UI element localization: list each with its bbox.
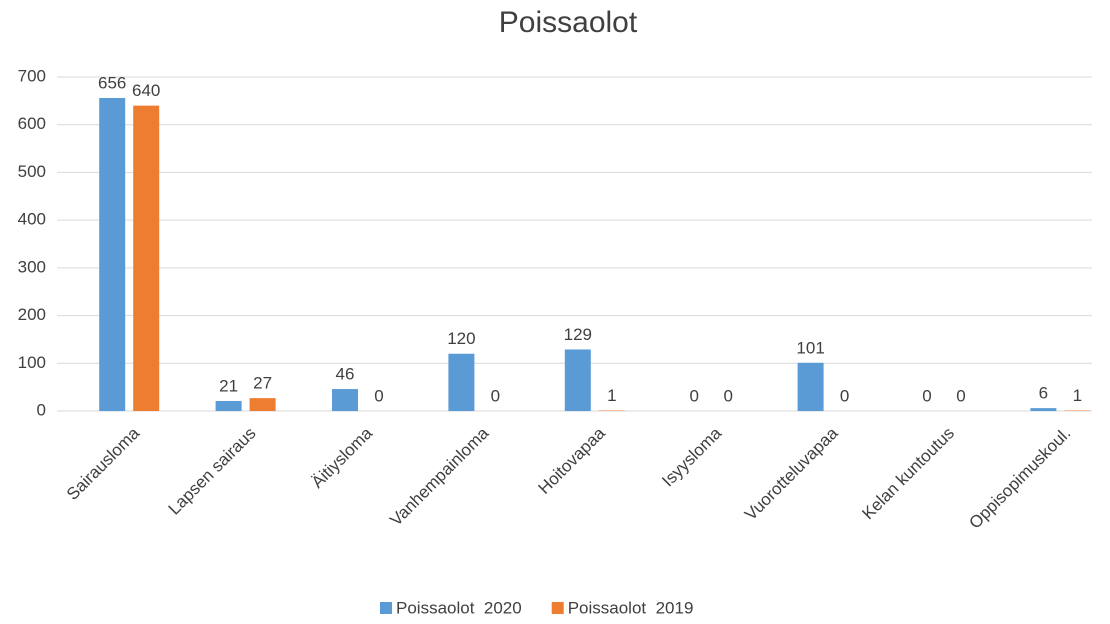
y-tick-label: 0 xyxy=(37,400,46,419)
data-label: 101 xyxy=(796,338,824,357)
x-tick-label: Oppisopimuskoul. xyxy=(965,424,1074,533)
x-tick-label: Isyysloma xyxy=(658,423,725,490)
y-tick-label: 700 xyxy=(18,66,46,85)
x-tick-label: Hoitovapaa xyxy=(535,423,610,498)
y-tick-label: 100 xyxy=(18,353,46,372)
x-tick-label: Vanhempainloma xyxy=(386,423,492,529)
x-tick-label: Äitiysloma xyxy=(308,423,377,492)
x-tick-label: Sairausloma xyxy=(63,423,144,504)
data-label: 46 xyxy=(336,365,355,384)
bar xyxy=(332,389,358,411)
data-label: 0 xyxy=(956,386,965,405)
data-label: 0 xyxy=(723,386,732,405)
y-tick-label: 300 xyxy=(18,257,46,276)
data-label: 120 xyxy=(447,329,475,348)
x-tick-label: Kelan kuntoutus xyxy=(858,424,958,524)
x-tick-label: Lapsen sairaus xyxy=(165,424,260,519)
data-label: 27 xyxy=(253,374,272,393)
data-label: 6 xyxy=(1039,384,1048,403)
data-label: 0 xyxy=(840,386,849,405)
y-tick-label: 600 xyxy=(18,114,46,133)
bar xyxy=(797,362,824,411)
data-label: 0 xyxy=(689,386,698,405)
x-tick-label: Vuorotteluvapaa xyxy=(741,423,842,524)
data-label: 0 xyxy=(922,386,931,405)
legend-swatch xyxy=(551,602,564,614)
y-tick-label: 200 xyxy=(18,305,46,324)
legend-swatch xyxy=(380,602,392,614)
bar xyxy=(215,400,242,411)
data-label: 0 xyxy=(374,386,383,405)
bar xyxy=(133,105,160,411)
data-label: 129 xyxy=(564,325,592,344)
data-label: 640 xyxy=(132,81,160,100)
y-tick-label: 400 xyxy=(18,210,46,229)
bar xyxy=(564,349,591,411)
legend-label: Poissaolot 2019 xyxy=(568,598,694,617)
bar xyxy=(448,353,475,411)
bar xyxy=(99,97,126,411)
chart-title: Poissaolot xyxy=(499,6,638,39)
data-label: 656 xyxy=(98,73,126,92)
legend-label: Poissaolot 2020 xyxy=(396,598,522,617)
bar xyxy=(249,398,276,411)
data-label: 1 xyxy=(1073,386,1082,405)
data-label: 21 xyxy=(219,376,238,395)
data-label: 1 xyxy=(607,386,616,405)
bar xyxy=(1030,408,1057,411)
data-label: 0 xyxy=(491,386,500,405)
y-tick-label: 500 xyxy=(18,162,46,181)
